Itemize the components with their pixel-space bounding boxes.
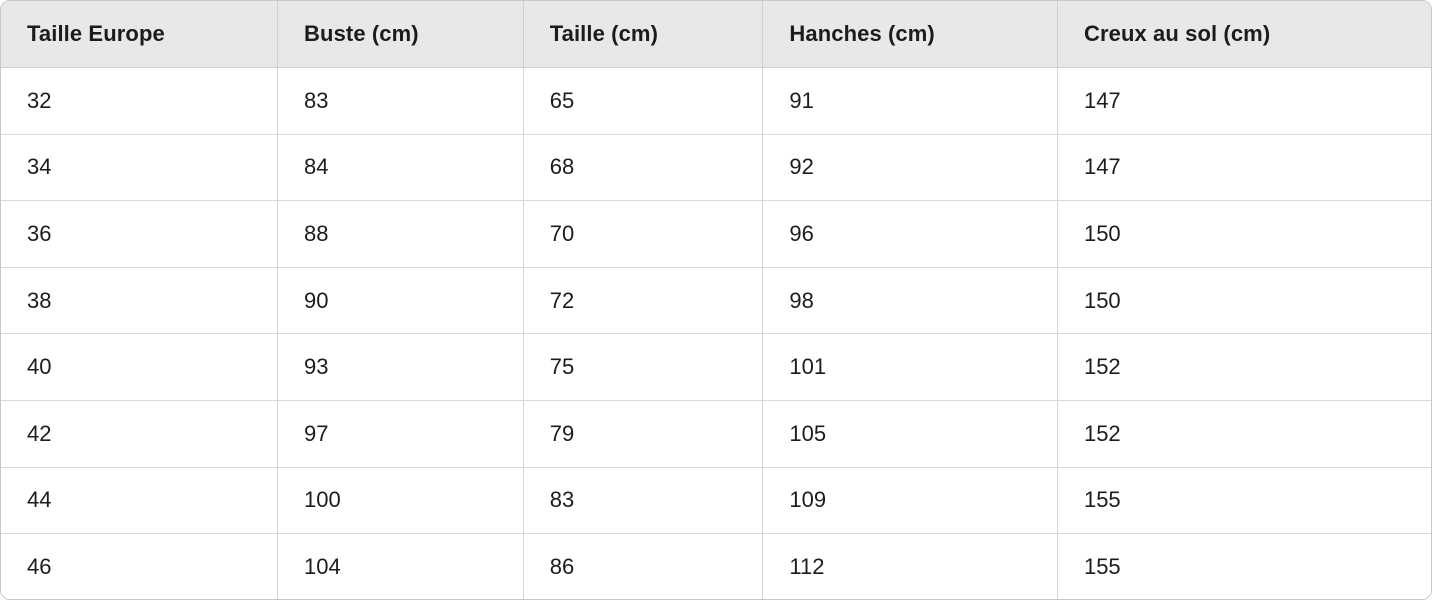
table-header: Taille Europe Buste (cm) Taille (cm) Han…: [1, 1, 1431, 69]
column-header-taille: Taille (cm): [523, 1, 764, 69]
table-row: 46 104 86 112 155: [1, 533, 1431, 599]
table-cell: 32: [1, 67, 279, 135]
table-cell: 112: [762, 533, 1058, 599]
table-cell: 42: [1, 400, 279, 468]
table-cell: 34: [1, 134, 279, 202]
table-cell: 83: [523, 467, 764, 535]
table-cell: 75: [523, 333, 764, 402]
table-cell: 79: [523, 400, 764, 468]
column-header-taille-europe: Taille Europe: [1, 1, 279, 69]
table-cell: 147: [1057, 67, 1431, 135]
table-cell: 70: [523, 200, 764, 268]
table-cell: 84: [277, 134, 524, 202]
table-cell: 152: [1057, 333, 1431, 402]
table-row: 44 100 83 109 155: [1, 467, 1431, 535]
table-cell: 96: [762, 200, 1058, 268]
table-cell: 44: [1, 467, 279, 535]
table-cell: 72: [523, 267, 764, 335]
column-header-creux-au-sol: Creux au sol (cm): [1057, 1, 1431, 69]
table-cell: 155: [1083, 554, 1121, 580]
column-header-hanches: Hanches (cm): [762, 1, 1058, 69]
table-cell: 98: [762, 267, 1058, 335]
table-cell: 97: [277, 400, 524, 468]
table-row: 36 88 70 96 150: [1, 200, 1431, 268]
table-cell: 109: [762, 467, 1058, 535]
table-cell: 86: [523, 533, 764, 599]
table-cell: 36: [1, 200, 279, 268]
table-row: 40 93 75 101 152: [1, 333, 1431, 402]
table-cell: 104: [277, 533, 524, 599]
table-row: 34 84 68 92 147: [1, 134, 1431, 202]
table-row: 38 90 72 98 150: [1, 267, 1431, 335]
table-cell: 83: [277, 67, 524, 135]
column-header-buste: Buste (cm): [277, 1, 524, 69]
table-cell: 92: [762, 134, 1058, 202]
table-cell: 68: [523, 134, 764, 202]
table-cell: 90: [277, 267, 524, 335]
table-cell: 150: [1057, 267, 1431, 335]
table-row: 32 83 65 91 147: [1, 67, 1431, 135]
table-cell: 88: [277, 200, 524, 268]
table-cell: 38: [1, 267, 279, 335]
table-cell: 40: [1, 333, 279, 402]
table-cell: 65: [523, 67, 764, 135]
table-cell: 46: [1, 533, 279, 599]
header-row: Taille Europe Buste (cm) Taille (cm) Han…: [1, 1, 1431, 69]
table-cell: 93: [277, 333, 524, 402]
table-cell: 152: [1057, 400, 1431, 468]
table-row: 42 97 79 105 152: [1, 400, 1431, 468]
table-cell: 147: [1057, 134, 1431, 202]
table-cell: 100: [277, 467, 524, 535]
table-cell: 155: [1057, 467, 1431, 535]
table-cell: 105: [762, 400, 1058, 468]
table-cell: 150: [1057, 200, 1431, 268]
table-cell: 101: [762, 333, 1058, 402]
table-body: 32 83 65 91 147 34 84 68 92 147 36 88 70…: [1, 67, 1431, 599]
table-cell: 91: [762, 67, 1058, 135]
